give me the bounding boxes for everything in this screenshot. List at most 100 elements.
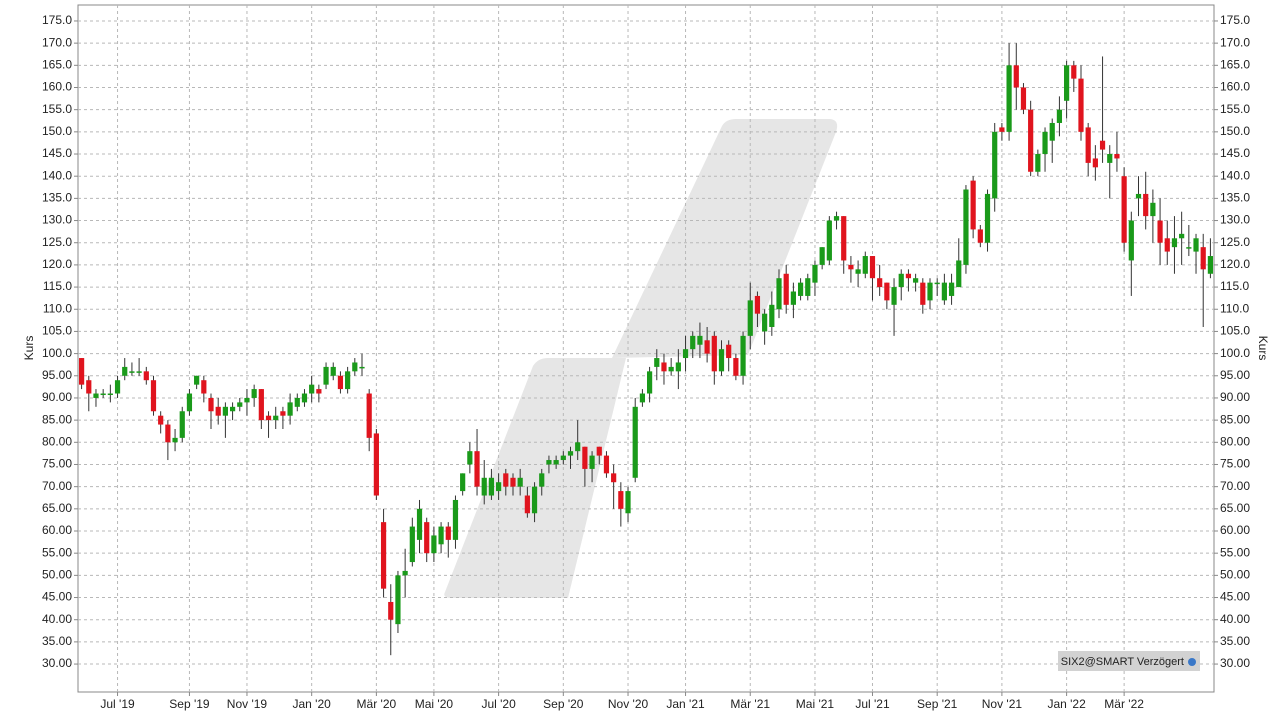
candle-body xyxy=(833,216,840,221)
candle-body xyxy=(1006,65,1012,132)
y-tick-label: 135.0 xyxy=(42,191,72,205)
candle-body xyxy=(237,402,243,407)
candle-body xyxy=(402,570,408,576)
candle-body xyxy=(567,451,574,456)
y-tick-label: 165.0 xyxy=(42,57,72,71)
candle-body xyxy=(316,389,322,394)
y2-tick-label: 160.0 xyxy=(1220,80,1250,94)
y2-tick-label: 125.0 xyxy=(1220,235,1250,249)
candle-body xyxy=(668,366,674,372)
candle-body xyxy=(963,189,969,265)
candle-body xyxy=(136,371,142,373)
candle-body xyxy=(754,295,761,314)
candle-body xyxy=(913,278,919,283)
candle-body xyxy=(438,526,444,545)
y-tick-label: 150.0 xyxy=(42,124,72,138)
candle-body xyxy=(294,397,300,407)
candle-body xyxy=(330,366,336,376)
candle-body xyxy=(86,380,92,394)
candle-body xyxy=(531,486,538,514)
candle-body xyxy=(122,366,128,376)
candle-body xyxy=(718,349,725,372)
candle-body xyxy=(956,260,962,288)
candle-body xyxy=(1042,131,1048,155)
candle-body xyxy=(920,282,926,305)
y2-tick-label: 50.00 xyxy=(1220,568,1250,582)
source: SIX2@SMART Verzögert xyxy=(1061,656,1184,668)
candle-body xyxy=(1035,154,1041,172)
candle-body xyxy=(560,455,566,461)
candle-body xyxy=(287,402,293,416)
candle-body xyxy=(855,269,861,274)
candle-body xyxy=(229,406,236,412)
candle-body xyxy=(1013,65,1019,88)
candle-body xyxy=(999,127,1005,132)
y-tick-label: 50.00 xyxy=(42,568,72,582)
candle-body xyxy=(1179,233,1185,239)
y-tick-label: 55.00 xyxy=(42,545,72,559)
candle-body xyxy=(625,491,631,514)
candle-body xyxy=(337,375,344,390)
candle-body xyxy=(1085,127,1091,163)
y2-tick-label: 45.00 xyxy=(1220,590,1250,604)
candle-body xyxy=(1200,247,1206,270)
candle-body xyxy=(805,278,811,296)
y2-tick-label: 115.0 xyxy=(1220,279,1249,293)
candle-body xyxy=(280,411,286,416)
candle-body xyxy=(819,247,825,265)
candle-body xyxy=(273,415,279,421)
candle-body xyxy=(862,256,868,274)
candle-body xyxy=(891,287,897,305)
y-tick-label: 80.00 xyxy=(42,434,72,448)
candle-body xyxy=(726,344,732,359)
y-tick-label: 155.0 xyxy=(42,102,72,116)
candle-body xyxy=(1099,140,1106,150)
candle-body xyxy=(1193,238,1199,252)
candle-body xyxy=(948,282,955,296)
y2-tick-label: 100.0 xyxy=(1220,346,1250,360)
y2-tick-label: 150.0 xyxy=(1220,124,1250,138)
y2-tick-label: 165.0 xyxy=(1220,57,1250,71)
candle-body xyxy=(431,535,437,554)
candle-body xyxy=(503,473,509,487)
candle-body xyxy=(359,366,365,369)
candle-body xyxy=(481,477,487,496)
y-tick-label: 70.00 xyxy=(42,479,72,493)
y-tick-label: 30.00 xyxy=(42,656,72,670)
candle-body xyxy=(366,393,372,438)
candle-body xyxy=(704,340,710,354)
candle-body xyxy=(222,406,228,416)
candle-body xyxy=(618,491,624,509)
candle-body xyxy=(1150,202,1156,217)
candle-body xyxy=(1056,109,1063,123)
y2-tick-label: 135.0 xyxy=(1220,191,1250,205)
y2-tick-label: 90.00 xyxy=(1220,390,1250,404)
x-tick-label: Jan '21 xyxy=(666,697,705,711)
candle-body xyxy=(740,335,746,376)
candle-body xyxy=(345,371,351,390)
candle-body xyxy=(1135,193,1142,199)
candle-body xyxy=(1114,154,1120,159)
candle-body xyxy=(186,393,193,412)
candle-body xyxy=(409,526,415,563)
y-axis-label: Kurs xyxy=(22,336,36,361)
candle-body xyxy=(812,264,818,283)
x-tick-label: Sep '21 xyxy=(917,697,958,711)
candle-body xyxy=(898,273,904,288)
candle-body xyxy=(826,220,832,261)
candle-body xyxy=(841,216,847,261)
y-tick-label: 110.0 xyxy=(43,301,72,315)
y2-tick-label: 30.00 xyxy=(1220,656,1250,670)
candle-body xyxy=(244,397,250,403)
candle-body xyxy=(107,393,113,396)
candle-body xyxy=(632,406,638,478)
watermark xyxy=(444,119,838,598)
layer: 175.0 175.0 170.0 170.0 165.0 165.0 160.0 160.0… xyxy=(42,5,1250,711)
candle-body xyxy=(172,437,178,443)
candle-body xyxy=(697,335,703,345)
y2-tick-label: 70.00 xyxy=(1220,479,1250,493)
candle-body xyxy=(129,371,135,373)
candle-body xyxy=(1020,87,1027,110)
candle-body xyxy=(1171,238,1178,248)
